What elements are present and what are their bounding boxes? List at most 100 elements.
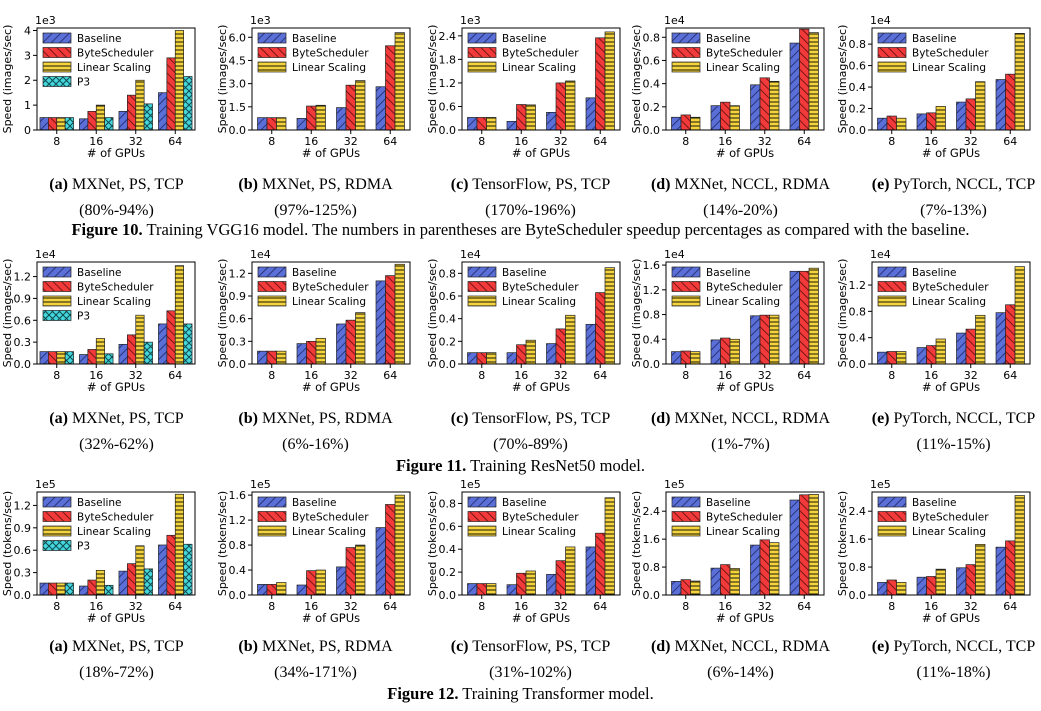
axis-exponent-label: 1e4	[870, 14, 891, 27]
bar-linear-64	[808, 494, 819, 596]
bar-linear-8	[486, 583, 497, 596]
figure-number: Figure 12.	[387, 684, 459, 703]
subplot-label: (d)	[650, 410, 671, 427]
figure-caption: Figure 10. Training VGG16 model. The num…	[0, 220, 1041, 240]
x-tick-label: 32	[129, 600, 143, 613]
bar-linear-16	[95, 104, 105, 131]
y-tick-label: 0.0	[849, 124, 867, 137]
legend-swatch-p3	[42, 310, 72, 321]
plot-frame	[251, 261, 411, 365]
subplot-label: (c)	[450, 176, 469, 193]
bar-linear-32	[565, 80, 576, 131]
y-tick-label: 0.6	[439, 290, 457, 303]
x-tick-label: 16	[718, 135, 732, 148]
bar-bytescheduler-32	[555, 328, 566, 365]
y-axis-label: Speed (images/sec)	[836, 25, 849, 134]
bar-linear-32	[135, 545, 145, 596]
y-tick-label: 0	[24, 124, 31, 137]
subplot-speedup: (1%-7%)	[711, 436, 770, 453]
subplot-caption: (e) PyTorch, NCCL, TCP (11%-15%)	[851, 406, 1041, 458]
subplot-title: PyTorch, NCCL, TCP	[893, 638, 1036, 655]
subplot-speedup: (70%-89%)	[493, 436, 568, 453]
legend-swatch-baseline	[467, 266, 497, 278]
bar-baseline-32	[750, 315, 761, 365]
legend-swatch-linear	[257, 525, 287, 537]
axis-exponent-label: 1e3	[35, 14, 56, 27]
bar-baseline-8	[877, 582, 888, 596]
legend-label-baseline: Baseline	[502, 267, 547, 279]
x-axis-label: # of GPUs	[302, 380, 360, 394]
bar-linear-64	[174, 265, 184, 365]
bar-bytescheduler-16	[720, 101, 731, 131]
legend-label-linear: Linear Scaling	[502, 526, 576, 538]
legend-label-bytescheduler: ByteScheduler	[292, 282, 369, 294]
bar-linear-8	[690, 116, 701, 131]
bar-linear-32	[975, 314, 986, 365]
legend-swatch-bytescheduler	[257, 47, 287, 58]
x-tick-label: 32	[758, 369, 772, 382]
bar-bytescheduler-8	[476, 117, 487, 131]
bar-baseline-64	[375, 86, 386, 131]
figure-number: Figure 11.	[395, 456, 467, 475]
y-tick-label: 0.8	[439, 497, 457, 510]
axis-exponent-label: 1e5	[460, 478, 481, 491]
y-axis-label: Speed (tokens/sec)	[1, 491, 14, 596]
x-tick-label: 8	[53, 600, 60, 613]
y-tick-label: 0.0	[643, 589, 661, 602]
y-tick-label: 1.6	[643, 533, 661, 546]
bar-baseline-8	[671, 581, 682, 596]
y-tick-label: 0.0	[229, 358, 247, 371]
x-tick-label: 64	[797, 135, 811, 148]
bar-linear-8	[276, 350, 287, 365]
axis-exponent-label: 1e4	[460, 248, 481, 261]
figure-caption: Figure 11. Training ResNet50 model.	[0, 456, 1041, 476]
bar-baseline-16	[296, 584, 307, 596]
bar-bytescheduler-64	[1005, 304, 1016, 365]
x-tick-label: 8	[268, 369, 275, 382]
axis-exponent-label: 1e4	[250, 248, 271, 261]
legend-swatch-linear	[257, 295, 287, 307]
bar-baseline-8	[877, 351, 888, 365]
x-axis-label: # of GPUs	[512, 146, 570, 160]
x-tick-label: 8	[53, 135, 60, 148]
bar-linear-16	[95, 570, 105, 596]
y-axis-label: Speed (tokens/sec)	[836, 491, 849, 596]
legend-swatch-bytescheduler	[671, 47, 701, 58]
x-tick-label: 64	[1003, 600, 1017, 613]
bar-baseline-64	[995, 546, 1006, 596]
plot-frame	[871, 261, 1031, 365]
subplot-caption: (d) MXNet, NCCL, RDMA (1%-7%)	[638, 406, 843, 458]
bar-bytescheduler-32	[345, 547, 356, 596]
bar-bytescheduler-32	[555, 560, 566, 596]
y-tick-label: 0.0	[229, 124, 247, 137]
y-tick-label: 0.6	[439, 520, 457, 533]
subplot-title: TensorFlow, PS, TCP	[472, 176, 611, 193]
legend-label-baseline: Baseline	[292, 33, 337, 45]
legend: Baseline ByteScheduler Linear Scaling P3	[42, 32, 154, 89]
legend-swatch-baseline	[42, 266, 72, 278]
y-tick-label: 0.3	[229, 335, 247, 348]
bar-p3-32	[143, 568, 153, 596]
legend-label-bytescheduler: ByteScheduler	[77, 512, 154, 524]
legend-swatch-bytescheduler	[467, 47, 497, 58]
y-tick-label: 0.0	[439, 589, 457, 602]
bar-p3-8	[64, 582, 74, 596]
bar-baseline-32	[546, 111, 557, 131]
x-tick-label: 16	[304, 369, 318, 382]
figure-caption: Figure 12. Training Transformer model.	[0, 684, 1041, 704]
subplot-title: MXNet, PS, RDMA	[261, 410, 393, 427]
bar-baseline-16	[296, 118, 307, 131]
bar-bytescheduler-32	[126, 563, 137, 596]
legend-label-bytescheduler: ByteScheduler	[502, 48, 579, 60]
x-tick-label: 64	[593, 600, 607, 613]
subplot-speedup: (11%-15%)	[916, 436, 991, 453]
subplot-speedup: (31%-102%)	[489, 664, 572, 681]
bar-linear-32	[769, 80, 780, 131]
bar-baseline-8	[257, 117, 268, 131]
x-tick-label: 64	[383, 135, 397, 148]
y-tick-label: 4	[24, 24, 31, 37]
x-tick-label: 16	[924, 369, 938, 382]
bar-bytescheduler-64	[799, 28, 810, 131]
